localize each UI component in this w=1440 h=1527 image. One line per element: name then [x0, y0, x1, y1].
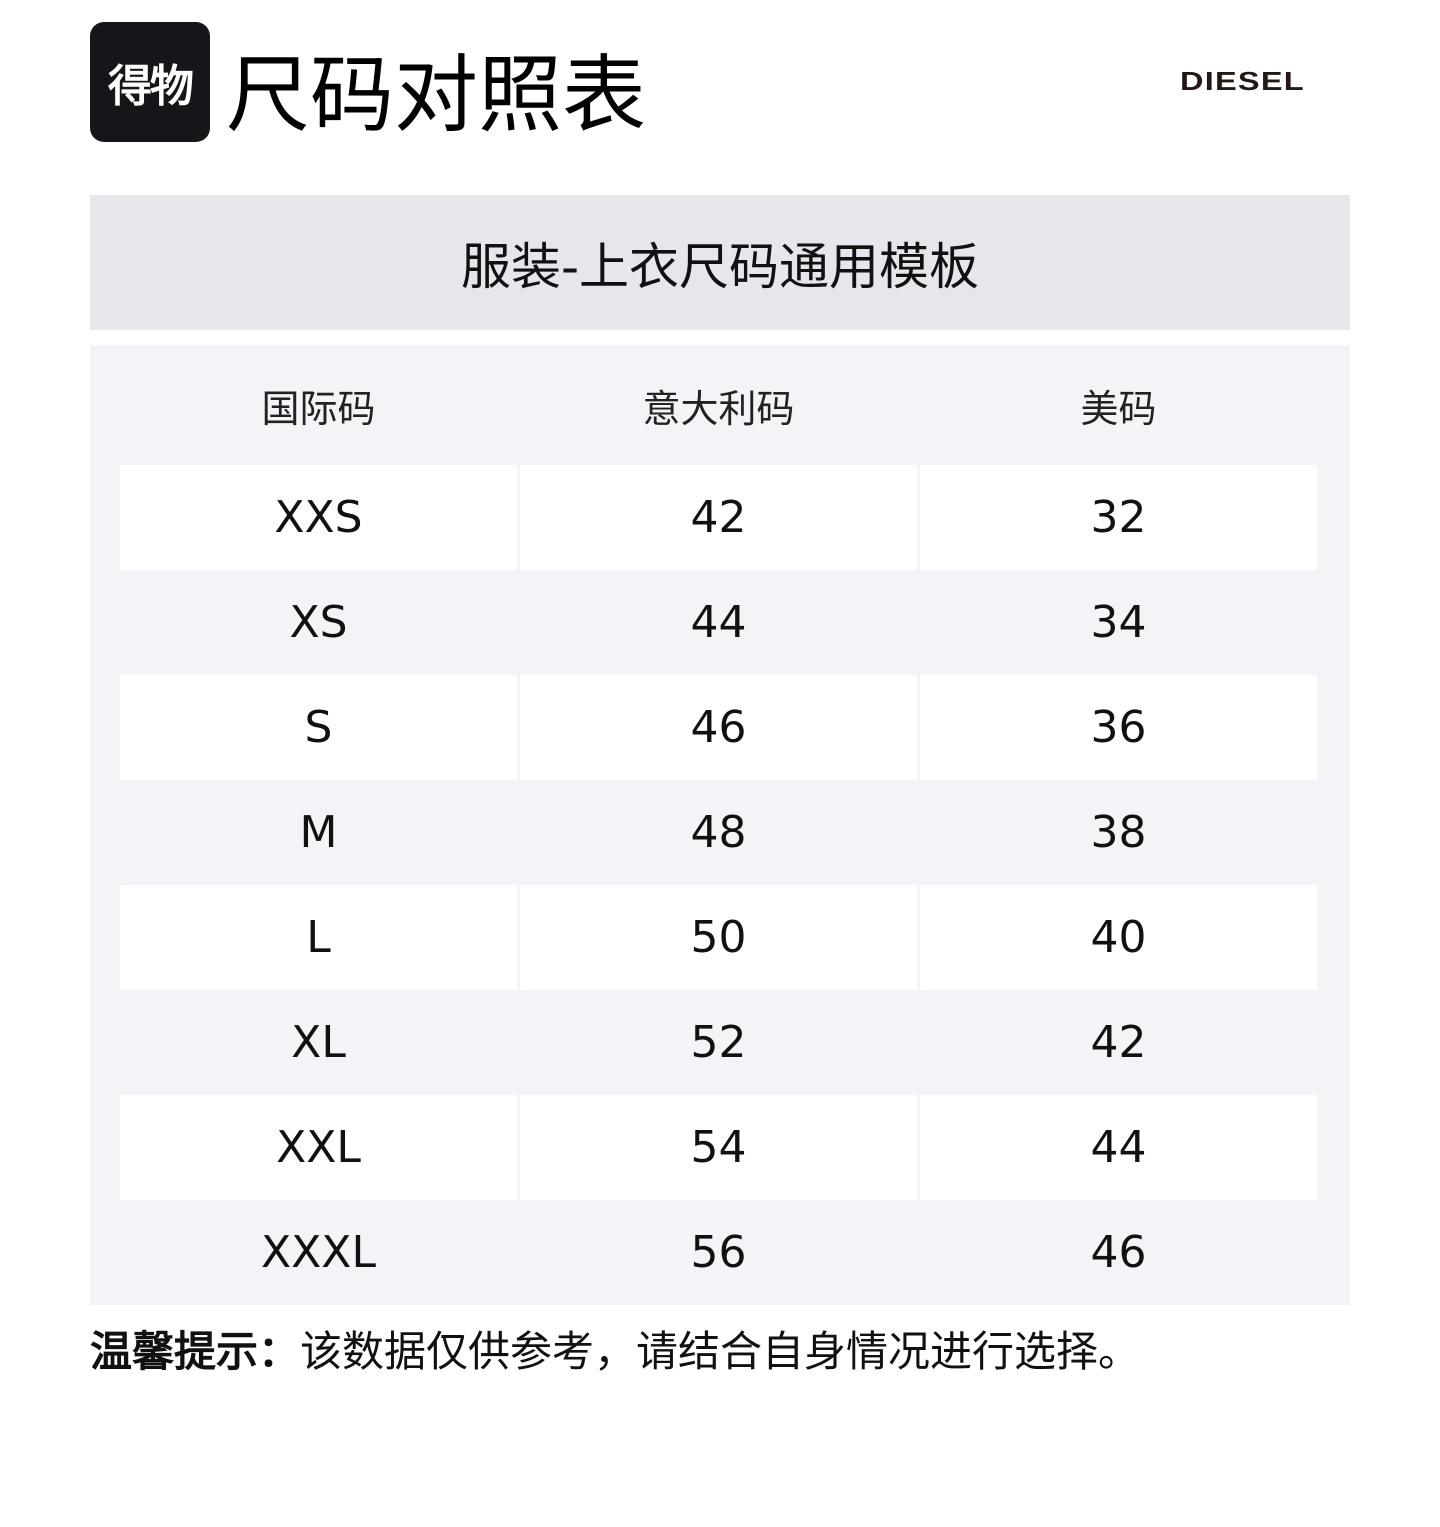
- table-cell: 46: [1090, 1227, 1147, 1278]
- table-cell: 38: [1090, 807, 1147, 858]
- table-cell: XXXL: [261, 1227, 376, 1278]
- table-cell: 40: [920, 885, 1317, 990]
- column-header: 意大利码: [642, 386, 795, 431]
- tip-label: 温馨提示：: [90, 1327, 301, 1376]
- column-header: 国际码: [261, 386, 376, 431]
- table-cell: 48: [690, 807, 747, 858]
- table-row: XXL 54 44: [120, 1095, 1317, 1200]
- table-cell: 36: [920, 675, 1317, 780]
- table-cell: M: [299, 807, 338, 858]
- table-row: XL 52 42: [120, 990, 1317, 1095]
- table-row: XXS 42 32: [120, 465, 1317, 570]
- tip-text: 该数据仅供参考，请结合自身情况进行选择。: [300, 1327, 1141, 1376]
- table-cell: 44: [920, 1095, 1317, 1200]
- table-cell: XL: [291, 1017, 346, 1068]
- table-cell: XXL: [120, 1095, 517, 1200]
- dewu-logo: 得物: [90, 22, 210, 142]
- size-table: 国际码 意大利码 美码 XXS 42 32 XS 44 34 S 46 36 M 48 38 L 50 40…: [90, 345, 1350, 1305]
- table-row: L 50 40: [120, 885, 1317, 990]
- column-header: 美码: [1080, 386, 1157, 431]
- table-cell: XS: [289, 597, 348, 648]
- table-cell: 32: [920, 465, 1317, 570]
- table-cell: 42: [520, 465, 917, 570]
- table-cell: 56: [690, 1227, 747, 1278]
- table-row: S 46 36: [120, 675, 1317, 780]
- table-cell: 50: [520, 885, 917, 990]
- table-cell: 52: [690, 1017, 747, 1068]
- table-cell: 46: [520, 675, 917, 780]
- table-cell: 42: [1090, 1017, 1147, 1068]
- table-cell: S: [120, 675, 517, 780]
- template-title: 服装-上衣尺码通用模板: [90, 195, 1350, 330]
- table-cell: 44: [690, 597, 747, 648]
- page-title: 尺码对照表: [226, 46, 647, 144]
- table-cell: L: [120, 885, 517, 990]
- table-cell: 54: [520, 1095, 917, 1200]
- tip: 温馨提示：该数据仅供参考，请结合自身情况进行选择。: [90, 1322, 1140, 1382]
- table-cell: XXS: [120, 465, 517, 570]
- table-row: XS 44 34: [120, 570, 1317, 675]
- table-cell: 34: [1090, 597, 1147, 648]
- table-row: M 48 38: [120, 780, 1317, 885]
- table-row: XXXL 56 46: [120, 1200, 1317, 1305]
- brand-logo: DIESEL: [1180, 66, 1305, 96]
- table-header: 国际码 意大利码 美码: [120, 345, 1317, 450]
